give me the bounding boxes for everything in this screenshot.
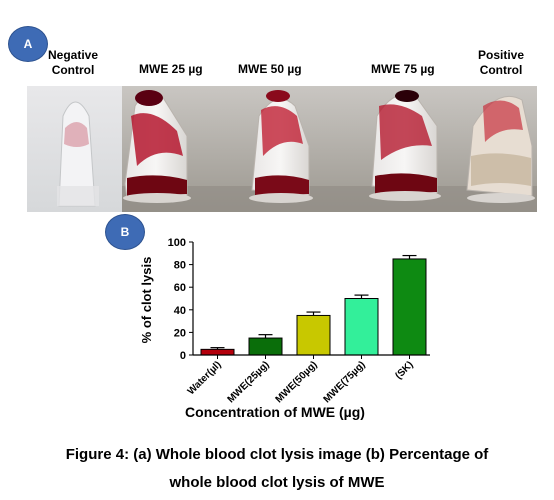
tube-label-mwe-75: MWE 75 µg <box>371 62 435 77</box>
tube-label-line1: Negative <box>48 48 99 62</box>
mwe-75-tube <box>369 90 441 201</box>
tube-label-positive-control: Positive Control <box>478 48 524 78</box>
tube-label-line1: Positive <box>478 48 525 62</box>
x-axis-title: Concentration of MWE (µg) <box>185 404 365 420</box>
negative-control-tube <box>57 101 99 207</box>
y-tick-label: 20 <box>174 327 186 339</box>
x-axis: Water(µl) MWE(25µg) MWE(50µg) MWE(75µg) (SK) <box>186 354 430 405</box>
x-tick-label: MWE(25µg) <box>226 359 272 405</box>
tube-label-mwe-25: MWE 25 µg <box>139 62 203 77</box>
x-tick-label: Water(µl) <box>186 359 224 397</box>
positive-control-tube <box>466 95 535 203</box>
x-tick-label: MWE(75µg) <box>322 359 368 405</box>
y-tick-label: 0 <box>180 350 186 362</box>
y-axis-title: % of clot lysis <box>139 257 154 344</box>
tube-label-negative-control: Negative Control <box>48 48 98 78</box>
bars <box>200 254 427 356</box>
mwe-50-tube <box>249 90 313 203</box>
y-tick-label: 100 <box>168 237 186 249</box>
tube-label-mwe-50: MWE 50 µg <box>238 62 302 77</box>
y-tick-label: 80 <box>174 260 186 272</box>
y-tick-label: 40 <box>174 305 186 317</box>
tube-label-line2: Control <box>479 63 523 77</box>
x-tick-label: MWE(50µg) <box>274 359 320 405</box>
bar <box>296 314 331 356</box>
y-axis: 0 20 40 60 80 100 <box>168 237 194 362</box>
tube-label-line2: Control <box>51 63 95 77</box>
panel-b-badge: B <box>105 214 145 250</box>
bar <box>200 348 235 356</box>
bar <box>344 298 379 356</box>
panel-a-badge: A <box>8 26 48 62</box>
x-tick-label: (SK) <box>393 359 415 381</box>
tube-label-line1: MWE 25 µg <box>139 62 203 76</box>
figure-caption-line1: Figure 4: (a) Whole blood clot lysis ima… <box>65 446 489 463</box>
clot-lysis-photo <box>27 86 537 212</box>
tube-label-line1: MWE 75 µg <box>371 62 435 76</box>
bar <box>392 258 427 356</box>
mwe-25-tube <box>123 90 191 203</box>
tube-label-line1: MWE 50 µg <box>238 62 302 76</box>
figure-caption-line2: whole blood clot lysis of MWE <box>169 474 385 491</box>
y-tick-label: 60 <box>174 282 186 294</box>
bar <box>248 337 283 356</box>
